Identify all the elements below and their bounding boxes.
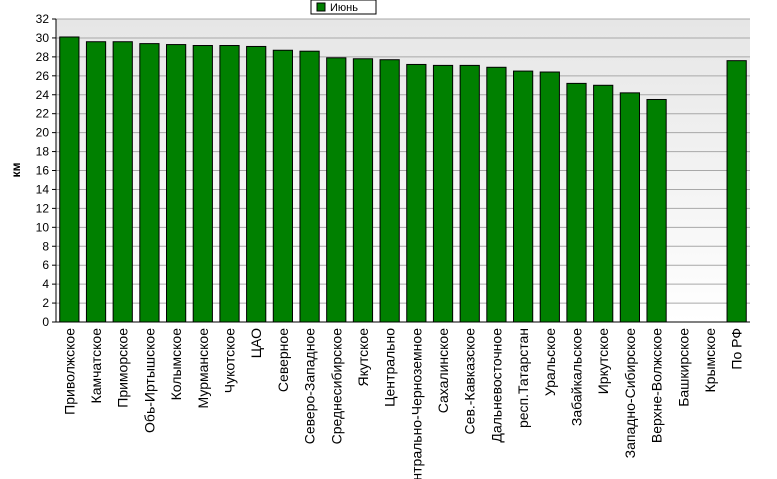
y-tick-label: 2 bbox=[42, 296, 49, 310]
x-category-label: Северное bbox=[275, 328, 291, 392]
bar bbox=[112, 41, 133, 323]
x-category-label: Уральское bbox=[542, 328, 558, 396]
bar bbox=[593, 84, 614, 323]
legend-swatch bbox=[316, 2, 326, 12]
x-category-label: респ.Татарстан bbox=[515, 328, 531, 428]
x-category-label: Колымское bbox=[168, 328, 184, 401]
x-category-label: Среднесибирское bbox=[328, 328, 344, 445]
y-tick-label: 18 bbox=[36, 145, 50, 159]
y-tick-label: 22 bbox=[36, 107, 50, 121]
bar bbox=[139, 43, 160, 323]
x-category-label: Забайкальское bbox=[569, 328, 585, 426]
y-tick-label: 30 bbox=[36, 31, 50, 45]
legend-box bbox=[310, 0, 377, 15]
x-axis-labels: Приволжское Камчатское Приморское Обь-Иртыш… bbox=[61, 328, 744, 479]
y-tick-label: 4 bbox=[42, 277, 49, 291]
y-tick-label: 32 bbox=[36, 12, 50, 26]
bar bbox=[459, 64, 480, 323]
x-category-label: Дальневосточное bbox=[488, 328, 504, 443]
x-category-label: Иркутское bbox=[595, 328, 611, 394]
x-category-label: По РФ bbox=[729, 328, 745, 370]
y-tick-label: 14 bbox=[36, 182, 50, 196]
y-tick-label: 28 bbox=[36, 50, 50, 64]
bar bbox=[619, 92, 640, 323]
bar bbox=[352, 58, 374, 323]
x-category-label: Центрально bbox=[382, 328, 398, 407]
bar bbox=[513, 70, 534, 323]
bar bbox=[59, 36, 80, 323]
legend-label: Июнь bbox=[330, 2, 358, 14]
legend: Июнь bbox=[310, 0, 377, 15]
y-tick-label: 10 bbox=[36, 220, 50, 234]
x-category-label: Чукотское bbox=[222, 328, 238, 393]
y-tick-label: 8 bbox=[42, 239, 49, 253]
x-category-label: Западно-Сибирское bbox=[622, 328, 638, 459]
x-category-label: Якутское bbox=[355, 328, 371, 387]
y-axis-title: км bbox=[9, 162, 23, 177]
x-category-label: Сахалинское bbox=[435, 328, 451, 413]
y-tick-label: 0 bbox=[42, 315, 49, 329]
bar bbox=[566, 82, 587, 323]
bar bbox=[486, 66, 507, 323]
x-category-label: Обь-Иртышское bbox=[141, 328, 157, 433]
x-category-label: Северо-Западное bbox=[302, 328, 318, 444]
x-category-label: Приморское bbox=[115, 328, 131, 408]
bar bbox=[326, 57, 347, 323]
bar bbox=[726, 60, 747, 323]
y-tick-label: 12 bbox=[36, 201, 50, 215]
bar bbox=[246, 45, 267, 323]
x-category-label: Башкирское bbox=[675, 328, 691, 407]
bar bbox=[192, 45, 213, 323]
bar bbox=[299, 50, 320, 323]
x-category-label: Сев.-Кавказское bbox=[462, 328, 478, 435]
x-category-label: Крымское bbox=[702, 328, 718, 393]
bar bbox=[85, 41, 107, 323]
bar bbox=[432, 64, 454, 323]
bar bbox=[219, 45, 240, 323]
bar bbox=[272, 49, 293, 323]
y-tick-label: 20 bbox=[36, 126, 50, 140]
y-tick-label: 6 bbox=[42, 258, 49, 272]
bar bbox=[539, 71, 560, 323]
bar bbox=[166, 44, 187, 323]
x-category-label: Верхне-Волжское bbox=[649, 328, 665, 443]
bar bbox=[406, 63, 427, 323]
y-tick-label: 26 bbox=[36, 69, 50, 83]
bar bbox=[379, 59, 400, 323]
x-category-label: Камчатское bbox=[88, 328, 104, 404]
bar bbox=[646, 98, 667, 323]
y-tick-label: 16 bbox=[36, 164, 50, 178]
x-category-label: Мурманское bbox=[195, 328, 211, 409]
x-category-label: Приволжское bbox=[61, 328, 77, 415]
y-tick-label: 24 bbox=[36, 88, 50, 102]
x-category-label: Центрально-Черноземное bbox=[408, 328, 424, 479]
x-category-label: ЦАО bbox=[248, 328, 264, 358]
